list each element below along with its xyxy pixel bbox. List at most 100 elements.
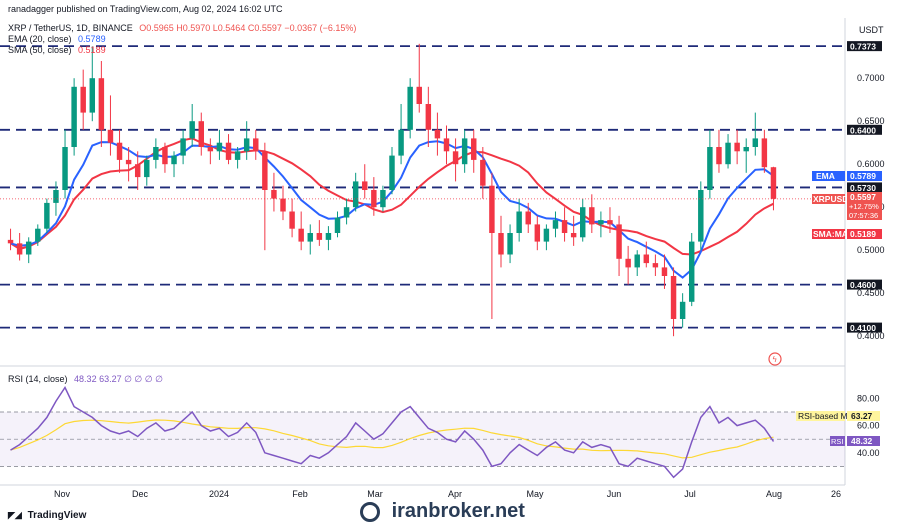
candle-body: [271, 190, 277, 199]
symbol-title[interactable]: XRP / TetherUS, 1D, BINANCE: [8, 23, 133, 33]
rsi-badge: RSI 48.32: [830, 436, 880, 446]
candle-body: [216, 142, 223, 152]
candle-body: [334, 217, 341, 233]
candle-body: [652, 263, 659, 268]
ohlc-values: O0.5965 H0.5970 L0.5464 C0.5597 −0.0367 …: [139, 23, 357, 33]
time-tick-label: Aug: [766, 489, 782, 499]
level-badge: [847, 124, 882, 135]
candle-body: [189, 121, 195, 139]
ema-legend[interactable]: EMA (20, close) 0.5789: [8, 34, 110, 44]
candle-body: [679, 301, 686, 319]
price-tick-label: 0.6500: [857, 116, 885, 126]
candle-body: [125, 159, 132, 165]
candle-body: [734, 142, 740, 152]
candle-body: [153, 147, 159, 160]
time-tick-label: May: [526, 489, 544, 499]
support-resistance-lines: 0.7373 0.6400 0.5730 0.4600 0.4100: [0, 41, 882, 333]
candle-body: [425, 104, 432, 130]
level-badge: [847, 322, 882, 333]
rsi-legend-label: RSI (14, close): [8, 374, 68, 384]
candle-body: [362, 181, 368, 190]
time-tick-label: Jun: [607, 489, 622, 499]
sma-legend-value: 0.5189: [78, 45, 106, 55]
time-tick-label: Apr: [448, 489, 462, 499]
candle-body: [434, 129, 441, 139]
level-badge-label: 0.6400: [850, 125, 876, 135]
candle-body: [461, 138, 468, 165]
candle-body: [298, 228, 304, 242]
candle-body: [688, 241, 695, 302]
price-tick-label: 0.7000: [857, 73, 885, 83]
currency-label: USDT: [859, 25, 884, 35]
level-badge-label: 0.4600: [850, 280, 876, 290]
candle-body: [89, 78, 96, 113]
candle-body: [698, 190, 704, 242]
candle-body: [543, 228, 550, 242]
candle-body: [80, 86, 86, 113]
rsi-path: [10, 385, 775, 479]
sma-badge-label: SMA:MA: [813, 229, 848, 239]
candle-body: [380, 190, 386, 208]
candle-body: [570, 233, 577, 238]
candle-body: [134, 164, 141, 178]
sma-badge: SMA:MA 0.5189: [812, 229, 882, 239]
candle-body: [607, 220, 613, 225]
price-badge-change: +12.75%: [849, 202, 879, 211]
candle-body: [661, 267, 668, 276]
candle-body: [243, 138, 250, 152]
ema-badge: EMA 0.5789: [812, 171, 882, 181]
candle-body: [398, 129, 404, 156]
candle-body: [162, 147, 168, 165]
candle-body: [207, 147, 214, 152]
rsi-pane: 80.00 60.00 40.00: [0, 385, 880, 479]
rsi-tick-label: 80.00: [857, 393, 880, 403]
candle-body: [743, 147, 749, 152]
price-badge-value: 0.5597: [850, 192, 876, 202]
rsi-legend-values: 48.32 63.27 ∅ ∅ ∅ ∅: [74, 374, 163, 384]
price-badge-countdown: 07:57:36: [849, 211, 878, 220]
level-badge-label: 0.4100: [850, 323, 876, 333]
candle-body: [752, 138, 759, 147]
candle-body: [634, 254, 640, 268]
time-axis[interactable]: Nov Dec 2024 Feb Mar Apr May Jun Jul Aug 26: [54, 489, 841, 499]
candle-body: [44, 202, 50, 229]
ema-legend-value: 0.5789: [78, 34, 106, 44]
tradingview-brand: TradingView: [27, 510, 87, 521]
sma-badge-value: 0.5189: [850, 229, 876, 239]
candle-body: [98, 78, 105, 130]
candle-body: [507, 233, 513, 255]
event-marker[interactable]: ϟ: [768, 352, 782, 366]
candle-body: [16, 243, 23, 255]
candle-body: [71, 86, 77, 147]
candle-body: [761, 138, 768, 168]
candle-body: [589, 207, 595, 225]
time-tick-label: Dec: [132, 489, 149, 499]
rsi-ma-path: [10, 419, 774, 459]
candle-body: [262, 151, 268, 190]
candle-body: [561, 220, 568, 233]
candle-body: [35, 228, 41, 242]
candle-body: [616, 224, 622, 259]
candle-body: [371, 190, 377, 208]
candlesticks: [7, 43, 777, 337]
level-badge-label: 0.7373: [850, 42, 876, 52]
candle-body: [716, 147, 722, 165]
candle-body: [443, 138, 450, 152]
lightning-icon: ϟ: [772, 355, 777, 364]
rsi-badge-label: RSI: [831, 437, 844, 446]
candle-body: [307, 233, 313, 242]
candle-body: [343, 207, 350, 218]
candle-body: [416, 86, 422, 104]
sma-legend[interactable]: SMA (50, close) 0.5189: [8, 45, 110, 55]
rsi-legend[interactable]: RSI (14, close) 48.32 63.27 ∅ ∅ ∅ ∅: [8, 374, 167, 385]
tradingview-logo[interactable]: ◤◢ TradingView: [8, 510, 86, 521]
candle-body: [516, 211, 522, 233]
candle-body: [280, 198, 286, 212]
price-tick-label: 0.4000: [857, 331, 885, 341]
level-badge: [847, 41, 882, 52]
watermark-text: iranbroker.net: [391, 500, 525, 522]
watermark: iranbroker.net: [360, 500, 525, 523]
candle-body: [253, 138, 259, 152]
price-tick-label: 0.6000: [857, 159, 885, 169]
